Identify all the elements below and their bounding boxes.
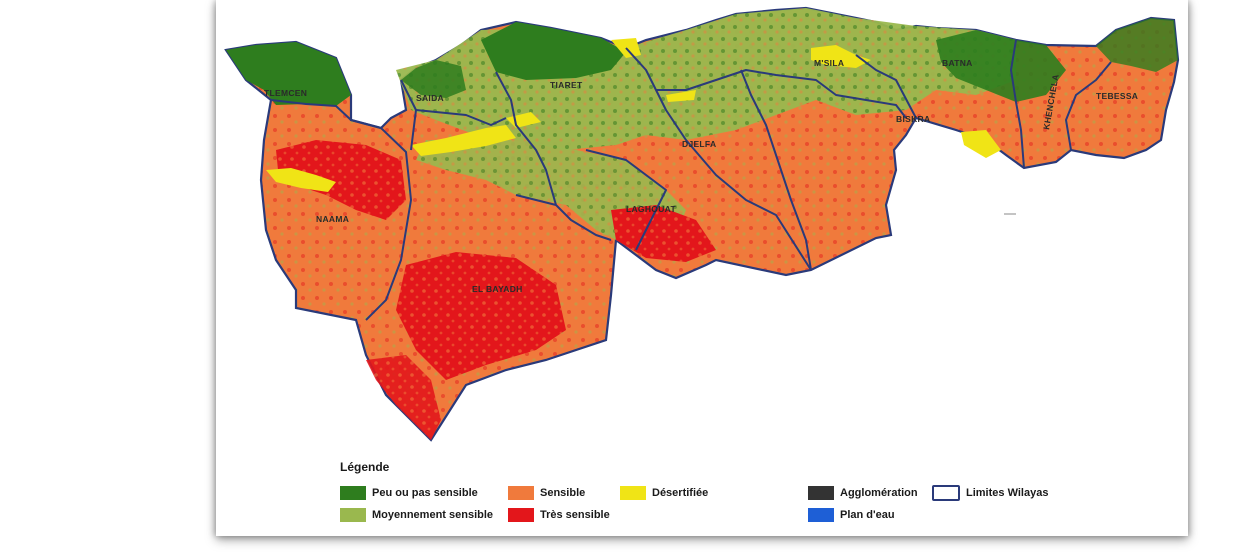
legend-item-sensible: Sensible <box>508 486 585 500</box>
legend-label-peu-sensible: Peu ou pas sensible <box>372 487 478 499</box>
legend-swatch-sensible <box>508 486 534 500</box>
legend-item-tres-sensible: Très sensible <box>508 508 610 522</box>
region-label-djelfa: DJELFA <box>682 139 716 149</box>
region-label-tiaret: TIARET <box>550 80 583 90</box>
legend-label-tres-sensible: Très sensible <box>540 509 610 521</box>
map-legend: Légende Peu ou pas sensible Moyennement … <box>340 460 1100 530</box>
zone-tres-sensible-el-bayadh <box>396 252 566 380</box>
legend-swatch-tres-sensible <box>508 508 534 522</box>
zone-peu-sensible-saida <box>401 60 466 98</box>
legend-item-desertifiee: Désertifiée <box>620 486 708 500</box>
zone-desertifiee-saida <box>411 125 516 156</box>
region-label-batna: BATNA <box>942 58 973 68</box>
zone-peu-sensible-tlemcen <box>226 42 351 106</box>
legend-item-moyennement-sensible: Moyennement sensible <box>340 508 493 522</box>
zone-peu-sensible-batna <box>936 30 1066 102</box>
region-label-el-bayadh: EL BAYADH <box>472 284 523 294</box>
legend-swatch-limites-wilayas <box>932 485 960 501</box>
zone-peu-sensible-khenchela <box>1096 18 1178 72</box>
legend-label-agglomeration: Agglomération <box>840 487 918 499</box>
legend-item-limites-wilayas: Limites Wilayas <box>932 485 1049 501</box>
zone-desertifiee-djelfa <box>666 90 696 102</box>
legend-swatch-desertifiee <box>620 486 646 500</box>
region-label-naama: NAAMA <box>316 214 349 224</box>
legend-label-moyennement-sensible: Moyennement sensible <box>372 509 494 521</box>
wilaya-boundaries <box>270 39 1112 321</box>
region-label-saida: SAIDA <box>416 93 444 103</box>
zone-tres-sensible-south <box>366 355 441 440</box>
zone-desertifiee-msila <box>811 45 871 68</box>
map-frame: TLEMCEN SAIDA TIARET M'SILA BATNA KHENCH… <box>216 0 1188 536</box>
legend-swatch-peu-sensible <box>340 486 366 500</box>
legend-swatch-plan-eau <box>808 508 834 522</box>
region-label-biskra: BISKRA <box>896 114 930 124</box>
legend-label-desertifiee: Désertifiée <box>652 487 709 499</box>
legend-swatch-agglomeration <box>808 486 834 500</box>
zone-tres-sensible-naama <box>276 140 406 220</box>
zone-desertifiee-naama <box>266 168 336 192</box>
legend-item-agglomeration: Agglomération <box>808 486 918 500</box>
zone-peu-sensible-tiaret <box>481 22 626 80</box>
region-label-tebessa: TEBESSA <box>1096 91 1138 101</box>
zone-desertifiee-biskra <box>961 130 1001 158</box>
legend-label-limites-wilayas: Limites Wilayas <box>966 487 1049 499</box>
region-label-tlemcen: TLEMCEN <box>264 88 307 98</box>
legend-swatch-moyennement-sensible <box>340 508 366 522</box>
region-label-laghouat: LAGHOUAT <box>626 204 676 214</box>
legend-label-sensible: Sensible <box>540 487 586 499</box>
legend-label-plan-eau: Plan d'eau <box>840 509 895 521</box>
legend-title: Légende <box>340 460 390 474</box>
legend-item-plan-eau: Plan d'eau <box>808 508 895 522</box>
desertification-map: TLEMCEN SAIDA TIARET M'SILA BATNA KHENCH… <box>224 6 1180 442</box>
region-label-msila: M'SILA <box>814 58 844 68</box>
legend-item-peu-sensible: Peu ou pas sensible <box>340 486 478 500</box>
